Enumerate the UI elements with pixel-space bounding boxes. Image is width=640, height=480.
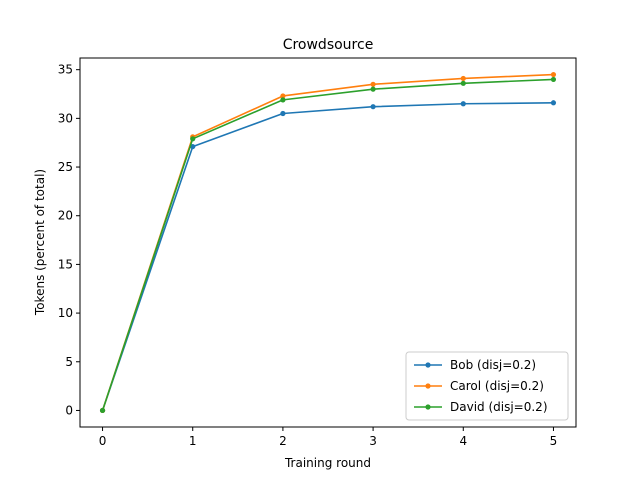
data-point — [280, 97, 286, 103]
y-tick-label: 30 — [58, 111, 73, 125]
data-point — [550, 76, 557, 83]
legend-label: David (disj=0.2) — [450, 400, 548, 414]
data-point — [280, 110, 286, 117]
legend-label: Carol (disj=0.2) — [450, 379, 544, 393]
x-tick-label: 5 — [550, 434, 558, 448]
data-point — [190, 143, 196, 150]
series-line — [101, 101, 554, 411]
y-tick-label: 15 — [58, 257, 73, 271]
legend-marker — [425, 383, 431, 389]
y-tick-label: 5 — [65, 355, 73, 369]
legend: Bob (disj=0.2) Carol (disj=0.2) David (dis… — [405, 351, 569, 421]
data-point — [460, 75, 466, 82]
series-line — [101, 78, 554, 411]
data-point — [99, 407, 106, 414]
data-point — [370, 81, 376, 87]
y-axis-title: Tokens (percent of total) — [33, 169, 47, 316]
x-tick-label: 2 — [279, 434, 287, 448]
data-point — [370, 104, 376, 110]
data-point — [370, 86, 376, 92]
x-tick-label: 0 — [99, 434, 107, 448]
legend-marker — [425, 362, 431, 368]
ticks: 0 1 2 3 4 5 0 5 10 15 20 25 30 35 — [58, 63, 558, 448]
data-point — [190, 136, 196, 142]
legend-frame — [405, 351, 569, 421]
x-tick-label: 4 — [459, 434, 467, 448]
x-tick-label: 3 — [369, 434, 377, 448]
y-tick-label: 0 — [65, 403, 73, 417]
data-point — [550, 100, 557, 106]
plot-frame — [79, 57, 577, 428]
x-axis-title: Training round — [284, 456, 371, 470]
y-tick-label: 10 — [58, 306, 73, 320]
y-tick-label: 25 — [58, 160, 73, 174]
legend-label: Bob (disj=0.2) — [450, 358, 536, 372]
data-point — [460, 101, 466, 107]
series-lines — [99, 71, 557, 414]
x-tick-label: 1 — [189, 434, 197, 448]
data-point — [460, 80, 466, 86]
data-point — [550, 71, 557, 78]
y-tick-label: 20 — [58, 209, 73, 223]
data-point — [280, 93, 286, 99]
chart-title: Crowdsource — [283, 37, 374, 53]
legend-marker — [425, 404, 431, 410]
y-tick-label: 35 — [58, 63, 73, 77]
